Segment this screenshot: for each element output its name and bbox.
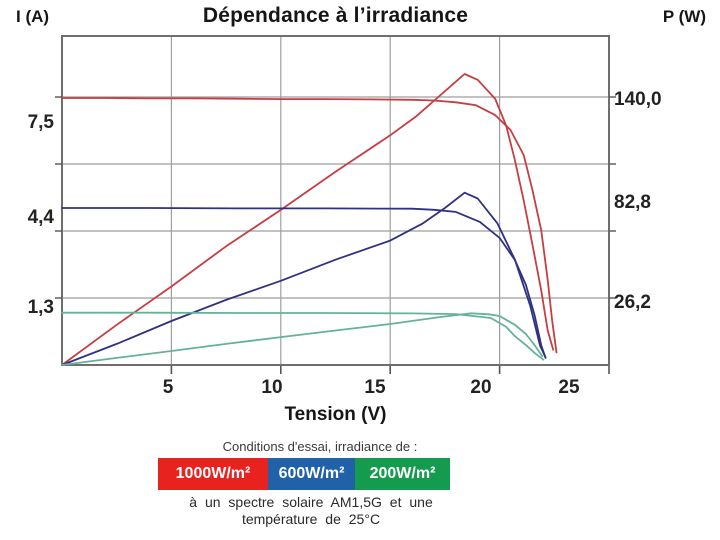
x-tick-label-20: 20 bbox=[470, 377, 492, 398]
plot-border bbox=[61, 35, 610, 366]
spectrum-caption-line1: à un spectre solaire AM1,5G et une bbox=[189, 494, 433, 510]
right-axis-value-1: 140,0 bbox=[614, 89, 662, 110]
x-tick-label-10: 10 bbox=[261, 377, 283, 398]
curve-courant-600w-m- bbox=[61, 207, 547, 359]
left-axis-value-2: 4,4 bbox=[27, 207, 54, 228]
x-axis-title: Tension (V) bbox=[284, 404, 387, 425]
left-axis-title: I (A) bbox=[16, 7, 50, 26]
spectrum-caption: à un spectre solaire AM1,5G et une tempé… bbox=[0, 494, 622, 528]
curve-courant-1000w-m- bbox=[61, 97, 558, 354]
x-tick-label-25: 25 bbox=[558, 377, 580, 398]
left-axis-value-1: 7,5 bbox=[27, 112, 54, 133]
right-axis-title: P (W) bbox=[662, 7, 706, 26]
x-tick-label-5: 5 bbox=[162, 377, 174, 398]
curve-puissance-200w-m- bbox=[61, 312, 544, 366]
curve-puissance-1000w-m- bbox=[61, 73, 555, 366]
curve-puissance-600w-m- bbox=[61, 191, 547, 366]
legend-item-600wm2: 600W/m² bbox=[268, 458, 355, 490]
legend-item-200wm2: 200W/m² bbox=[355, 458, 450, 490]
curve-courant-200w-m- bbox=[61, 311, 545, 361]
right-axis-value-3: 26,2 bbox=[614, 292, 651, 313]
spectrum-caption-line2: température de 25°C bbox=[241, 511, 381, 527]
conditions-caption: Conditions d'essai, irradiance de : bbox=[222, 439, 418, 454]
x-tick-label-15: 15 bbox=[364, 377, 386, 398]
right-axis-value-2: 82,8 bbox=[614, 192, 651, 213]
legend-item-1000wm2: 1000W/m² bbox=[158, 458, 268, 490]
chart-title: Dépendance à l’irradiance bbox=[202, 4, 469, 27]
left-axis-value-3: 1,3 bbox=[27, 297, 54, 318]
legend: 1000W/m² 600W/m² 200W/m² bbox=[158, 458, 450, 490]
